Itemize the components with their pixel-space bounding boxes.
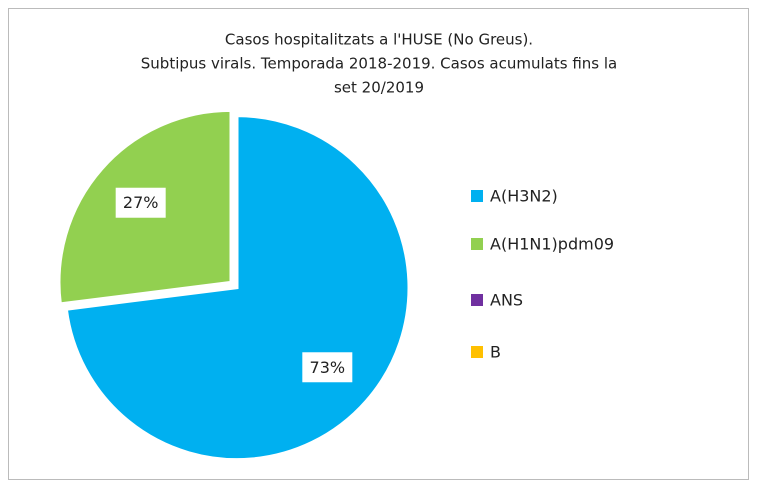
legend-swatch	[471, 294, 483, 306]
legend-swatch	[471, 346, 483, 358]
chart-title: set 20/2019	[334, 79, 424, 97]
legend-swatch	[471, 238, 483, 250]
chart-title: Subtipus virals. Temporada 2018-2019. Ca…	[141, 55, 617, 73]
legend-swatch	[471, 190, 483, 202]
data-label: 73%	[310, 358, 346, 377]
legend-label: B	[490, 343, 501, 362]
data-label: 27%	[123, 193, 159, 212]
legend-label: A(H3N2)	[490, 187, 558, 206]
data-label-box	[115, 187, 166, 218]
chart-title: Casos hospitalitzats a l'HUSE (No Greus)…	[225, 31, 533, 49]
data-label-box	[302, 352, 353, 383]
legend-label: A(H1N1)pdm09	[490, 235, 614, 254]
legend-label: ANS	[490, 291, 523, 310]
